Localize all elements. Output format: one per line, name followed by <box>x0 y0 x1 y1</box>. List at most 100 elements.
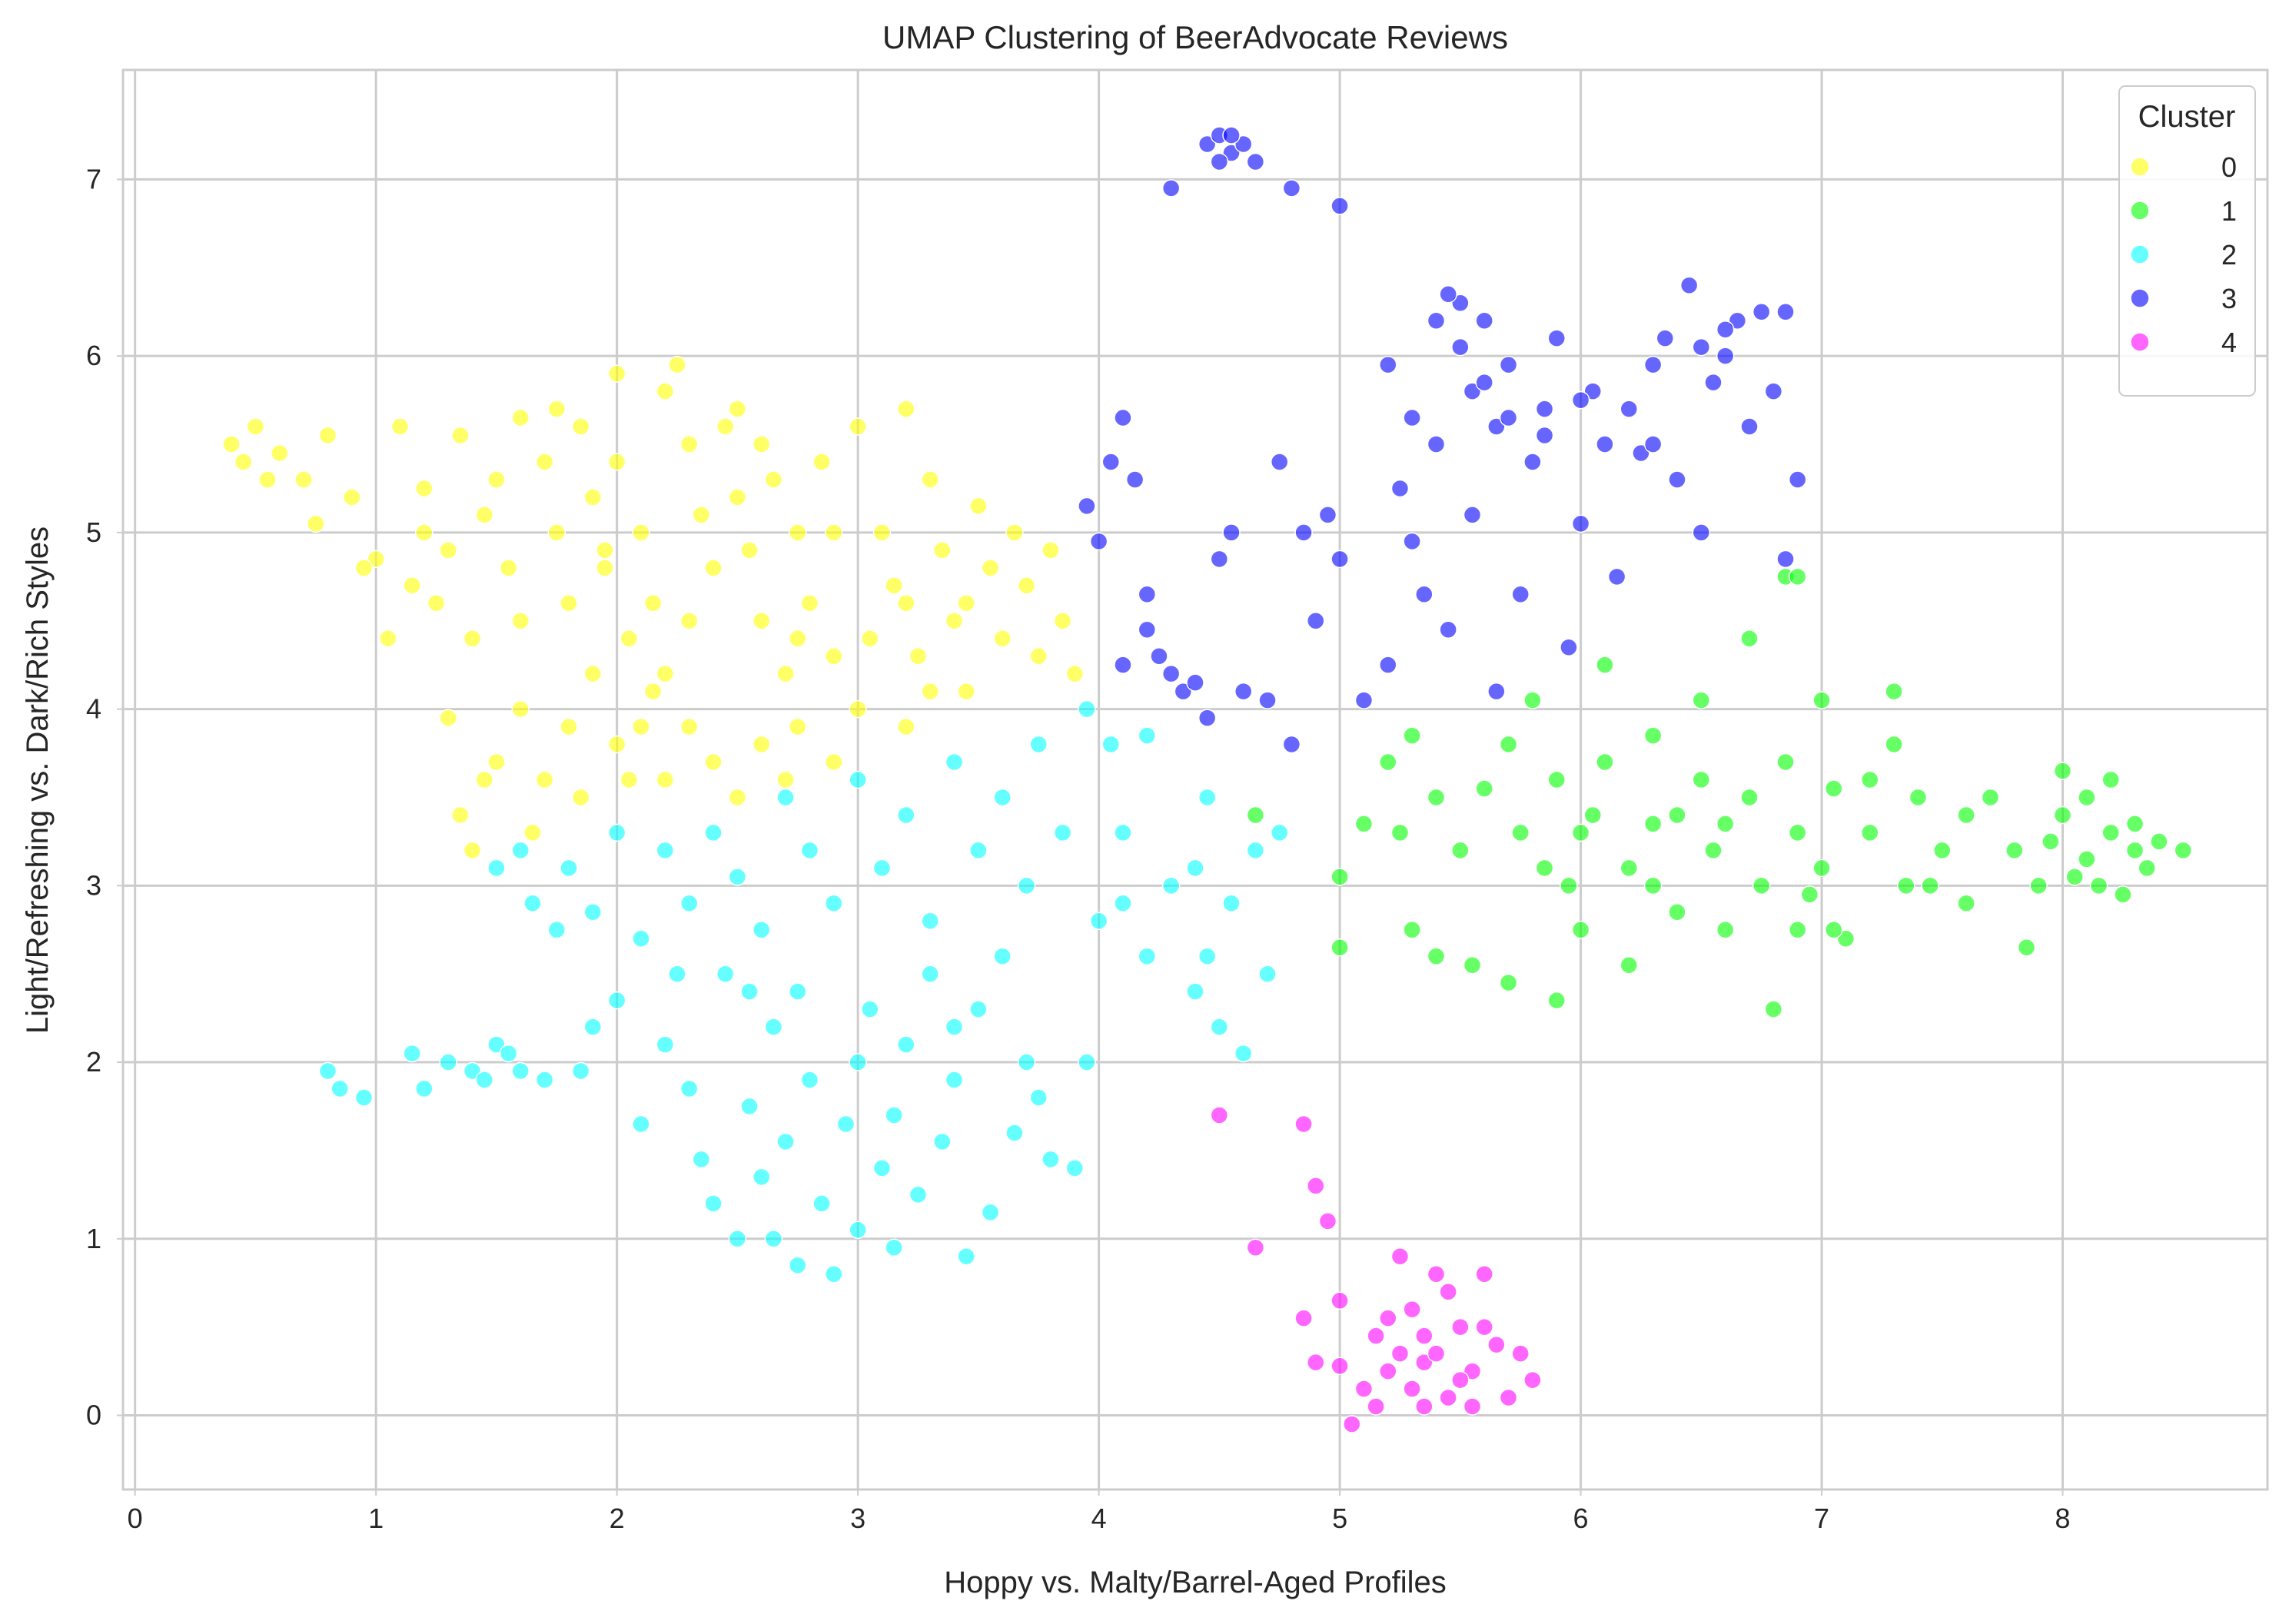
data-point <box>993 947 1012 965</box>
data-point <box>1379 1309 1397 1327</box>
data-point <box>1909 788 1928 807</box>
data-point <box>1210 1106 1229 1124</box>
y-tick-labels: 0 1 2 3 4 5 6 7 <box>86 163 123 1431</box>
data-point <box>511 408 530 427</box>
data-point <box>632 929 650 948</box>
data-point <box>740 541 759 560</box>
data-point <box>776 770 795 789</box>
data-point <box>1246 1238 1265 1257</box>
data-point <box>1596 435 1614 453</box>
data-point <box>1017 1053 1036 1071</box>
data-point <box>1415 1353 1434 1372</box>
data-point <box>1824 779 1843 798</box>
data-point <box>716 965 735 983</box>
data-point <box>969 841 988 860</box>
y-tick-label: 3 <box>86 869 101 901</box>
data-point <box>1547 770 1566 789</box>
data-point <box>1861 770 1879 789</box>
data-point <box>1692 337 1711 357</box>
data-point <box>764 470 783 489</box>
data-point <box>415 523 434 542</box>
data-point <box>1728 311 1747 330</box>
series-4-points <box>1210 1106 1542 1433</box>
data-point <box>1571 921 1590 939</box>
data-point <box>1294 1309 1313 1327</box>
data-point <box>1427 788 1446 807</box>
data-point <box>679 611 699 630</box>
data-point <box>1065 664 1085 683</box>
data-point <box>957 1247 975 1266</box>
data-point <box>1788 567 1807 586</box>
data-point <box>885 576 903 595</box>
data-point <box>728 868 747 886</box>
data-point <box>885 1238 903 1257</box>
data-point <box>933 1132 952 1151</box>
data-point <box>1101 453 1121 471</box>
data-point <box>740 1097 759 1116</box>
data-point <box>1270 453 1289 471</box>
data-point <box>764 1018 783 1036</box>
data-point <box>607 364 626 383</box>
data-point <box>1210 152 1229 171</box>
data-point <box>1150 646 1168 666</box>
data-point <box>1390 479 1410 498</box>
data-point <box>1885 735 1903 754</box>
data-point <box>1270 823 1289 842</box>
legend-marker <box>2130 201 2150 221</box>
data-point <box>1246 841 1265 860</box>
data-point <box>415 479 434 498</box>
data-point <box>897 594 915 613</box>
data-point <box>1029 735 1048 754</box>
data-point <box>1861 823 1879 842</box>
data-point <box>1776 550 1795 569</box>
data-point <box>1078 699 1096 719</box>
data-point <box>1222 126 1241 144</box>
data-point <box>1499 973 1518 992</box>
data-point <box>1210 550 1229 569</box>
data-point <box>1463 382 1482 400</box>
data-point <box>1415 1397 1434 1416</box>
data-point <box>560 717 578 736</box>
data-point <box>560 594 578 613</box>
data-point <box>1234 135 1253 154</box>
data-point <box>1643 726 1663 745</box>
data-point <box>1186 982 1204 1001</box>
data-point <box>1379 1362 1397 1380</box>
data-point <box>1403 726 1421 745</box>
data-point <box>1258 691 1277 709</box>
x-tick-label: 6 <box>1573 1503 1589 1534</box>
data-point <box>1704 841 1723 860</box>
data-point <box>1716 347 1735 365</box>
data-point <box>764 1230 783 1248</box>
data-point <box>1812 691 1831 709</box>
legend-marker <box>2130 244 2150 264</box>
data-point <box>523 894 542 913</box>
y-tick-label: 4 <box>86 693 101 725</box>
data-point <box>1403 1380 1421 1398</box>
data-point <box>897 400 915 418</box>
data-point <box>2138 858 2157 878</box>
data-point <box>1125 470 1144 489</box>
data-point <box>2114 885 2132 904</box>
data-point <box>728 1230 747 1248</box>
x-tick-label: 0 <box>128 1503 143 1534</box>
legend-items: 0 1 2 3 4 <box>2130 151 2237 358</box>
data-point <box>1331 868 1349 886</box>
x-tick-label: 5 <box>1332 1503 1347 1534</box>
data-point <box>945 752 964 772</box>
data-point <box>1222 523 1241 542</box>
data-point <box>1161 664 1181 683</box>
data-point <box>1354 815 1374 833</box>
data-point <box>451 426 470 445</box>
data-point <box>1897 876 1915 895</box>
data-point <box>656 841 675 860</box>
data-point <box>1716 320 1735 339</box>
data-point <box>1042 1150 1060 1169</box>
data-point <box>1017 576 1036 595</box>
data-point <box>740 982 759 1001</box>
data-point <box>668 965 686 983</box>
data-point <box>1246 152 1265 171</box>
data-point <box>1138 947 1157 965</box>
data-point <box>1885 682 1903 701</box>
data-point <box>957 682 975 701</box>
